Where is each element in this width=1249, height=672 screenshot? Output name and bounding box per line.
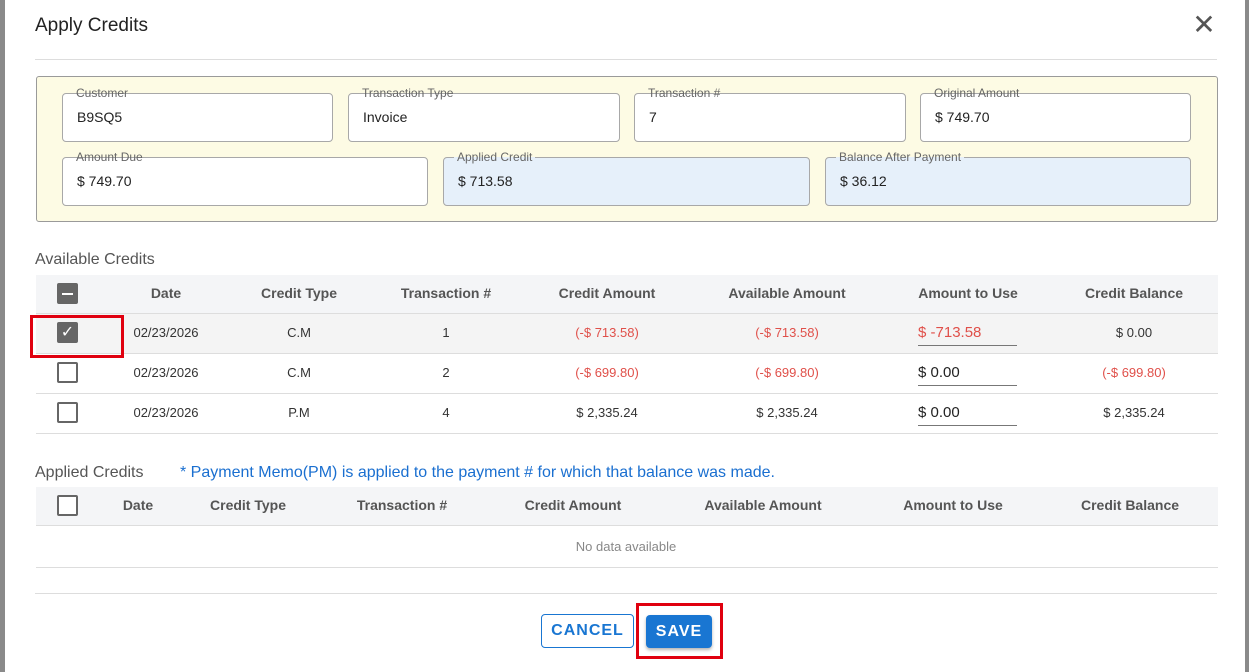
column-header[interactable]: Date bbox=[122, 497, 154, 513]
empty-row: No data available bbox=[36, 526, 1218, 568]
cell-credit: (-$ 713.58) bbox=[575, 325, 639, 340]
row-checkbox[interactable] bbox=[57, 362, 78, 383]
original-amount-field[interactable]: Original Amount $ 749.70 bbox=[920, 86, 1191, 142]
field-value: Invoice bbox=[363, 109, 408, 125]
column-header[interactable]: Credit Amount bbox=[558, 285, 656, 301]
checkbox-highlight-box bbox=[30, 315, 124, 358]
row-checkbox[interactable]: ✓ bbox=[57, 322, 78, 343]
applied-credit-field: Applied Credit $ 713.58 bbox=[443, 150, 810, 206]
cell-type: C.M bbox=[287, 365, 311, 380]
column-header[interactable]: Credit Balance bbox=[1084, 285, 1184, 301]
field-label: Transaction # bbox=[645, 86, 724, 100]
cell-balance: $ 2,335.24 bbox=[1103, 405, 1165, 420]
column-header[interactable]: Transaction # bbox=[400, 285, 492, 301]
field-value: $ 749.70 bbox=[77, 173, 132, 189]
column-header[interactable]: Credit Balance bbox=[1080, 497, 1180, 513]
cell-txn: 4 bbox=[442, 405, 450, 420]
balance-after-payment-field: Balance After Payment $ 36.12 bbox=[825, 150, 1191, 206]
field-value: $ 713.58 bbox=[458, 173, 513, 189]
divider bbox=[35, 593, 1217, 594]
cancel-button[interactable]: CANCEL bbox=[541, 614, 634, 648]
cell-date: 02/23/2026 bbox=[133, 325, 199, 340]
amount-to-use-input[interactable]: $ -713.58 bbox=[918, 316, 1017, 346]
column-header[interactable]: Credit Type bbox=[261, 285, 337, 301]
customer-field[interactable]: Customer B9SQ5 bbox=[62, 86, 333, 142]
cell-balance: (-$ 699.80) bbox=[1102, 365, 1166, 380]
dialog-title: Apply Credits bbox=[35, 15, 148, 36]
field-label: Amount Due bbox=[73, 150, 146, 164]
cell-date: 02/23/2026 bbox=[133, 405, 199, 420]
save-button[interactable]: SAVE bbox=[646, 615, 712, 648]
amount-to-use-input[interactable]: $ 0.00 bbox=[918, 396, 1017, 426]
transaction-number-field[interactable]: Transaction # 7 bbox=[634, 86, 906, 142]
field-value: $ 749.70 bbox=[935, 109, 990, 125]
cell-txn: 2 bbox=[442, 365, 450, 380]
column-header[interactable]: Amount to Use bbox=[903, 497, 1003, 513]
cell-credit: (-$ 699.80) bbox=[575, 365, 639, 380]
amount-to-use-input[interactable]: $ 0.00 bbox=[918, 356, 1017, 386]
field-label: Customer bbox=[73, 86, 132, 100]
cell-available: $ 2,335.24 bbox=[756, 405, 818, 420]
close-icon[interactable]: ✕ bbox=[1192, 9, 1216, 40]
column-header[interactable]: Date bbox=[150, 285, 182, 301]
cell-available: (-$ 699.80) bbox=[755, 365, 819, 380]
available-credits-title: Available Credits bbox=[35, 251, 155, 268]
field-value: 7 bbox=[649, 109, 657, 125]
select-all-checkbox[interactable] bbox=[57, 283, 78, 304]
column-header[interactable]: Amount to Use bbox=[918, 285, 1018, 301]
field-value: $ 36.12 bbox=[840, 173, 887, 189]
amount-due-field[interactable]: Amount Due $ 749.70 bbox=[62, 150, 428, 206]
column-header[interactable]: Available Amount bbox=[704, 497, 822, 513]
field-label: Applied Credit bbox=[454, 150, 536, 164]
table-row[interactable]: 02/23/2026 C.M 2 (-$ 699.80) (-$ 699.80) $ 0.… bbox=[36, 354, 1218, 394]
cell-type: P.M bbox=[288, 405, 310, 420]
column-header[interactable]: Credit Amount bbox=[524, 497, 622, 513]
no-data-text: No data available bbox=[575, 539, 677, 554]
table-row[interactable]: ✓ 02/23/2026 C.M 1 (-$ 713.58) (-$ 713.58) $ -… bbox=[36, 314, 1218, 354]
cell-balance: $ 0.00 bbox=[1115, 325, 1153, 340]
cell-credit: $ 2,335.24 bbox=[576, 405, 638, 420]
table-row[interactable]: 02/23/2026 P.M 4 $ 2,335.24 $ 2,335.24 $ 0.00… bbox=[36, 394, 1218, 434]
cell-txn: 1 bbox=[442, 325, 450, 340]
column-header[interactable]: Transaction # bbox=[356, 497, 448, 513]
applied-credits-header: Date Credit Type Transaction # Credit Am… bbox=[36, 487, 1218, 526]
divider bbox=[35, 59, 1217, 60]
apply-credits-dialog: Apply Credits ✕ Customer B9SQ5 Transactio… bbox=[5, 0, 1245, 672]
applied-credits-title: Applied Credits bbox=[35, 464, 144, 481]
transaction-type-field[interactable]: Transaction Type Invoice bbox=[348, 86, 620, 142]
payment-memo-note: * Payment Memo(PM) is applied to the pay… bbox=[180, 464, 775, 481]
row-checkbox[interactable] bbox=[57, 402, 78, 423]
column-header[interactable]: Credit Type bbox=[210, 497, 286, 513]
cell-type: C.M bbox=[287, 325, 311, 340]
cell-available: (-$ 713.58) bbox=[755, 325, 819, 340]
available-credits-header: Date Credit Type Transaction # Credit Am… bbox=[36, 275, 1218, 314]
field-value: B9SQ5 bbox=[77, 109, 123, 125]
field-label: Balance After Payment bbox=[836, 150, 965, 164]
field-label: Original Amount bbox=[931, 86, 1023, 100]
summary-panel: Customer B9SQ5 Transaction Type Invoice Tr… bbox=[36, 76, 1218, 222]
column-header[interactable]: Available Amount bbox=[728, 285, 846, 301]
select-all-checkbox[interactable] bbox=[57, 495, 78, 516]
cell-date: 02/23/2026 bbox=[133, 365, 199, 380]
save-highlight-box bbox=[636, 603, 723, 659]
field-label: Transaction Type bbox=[359, 86, 457, 100]
